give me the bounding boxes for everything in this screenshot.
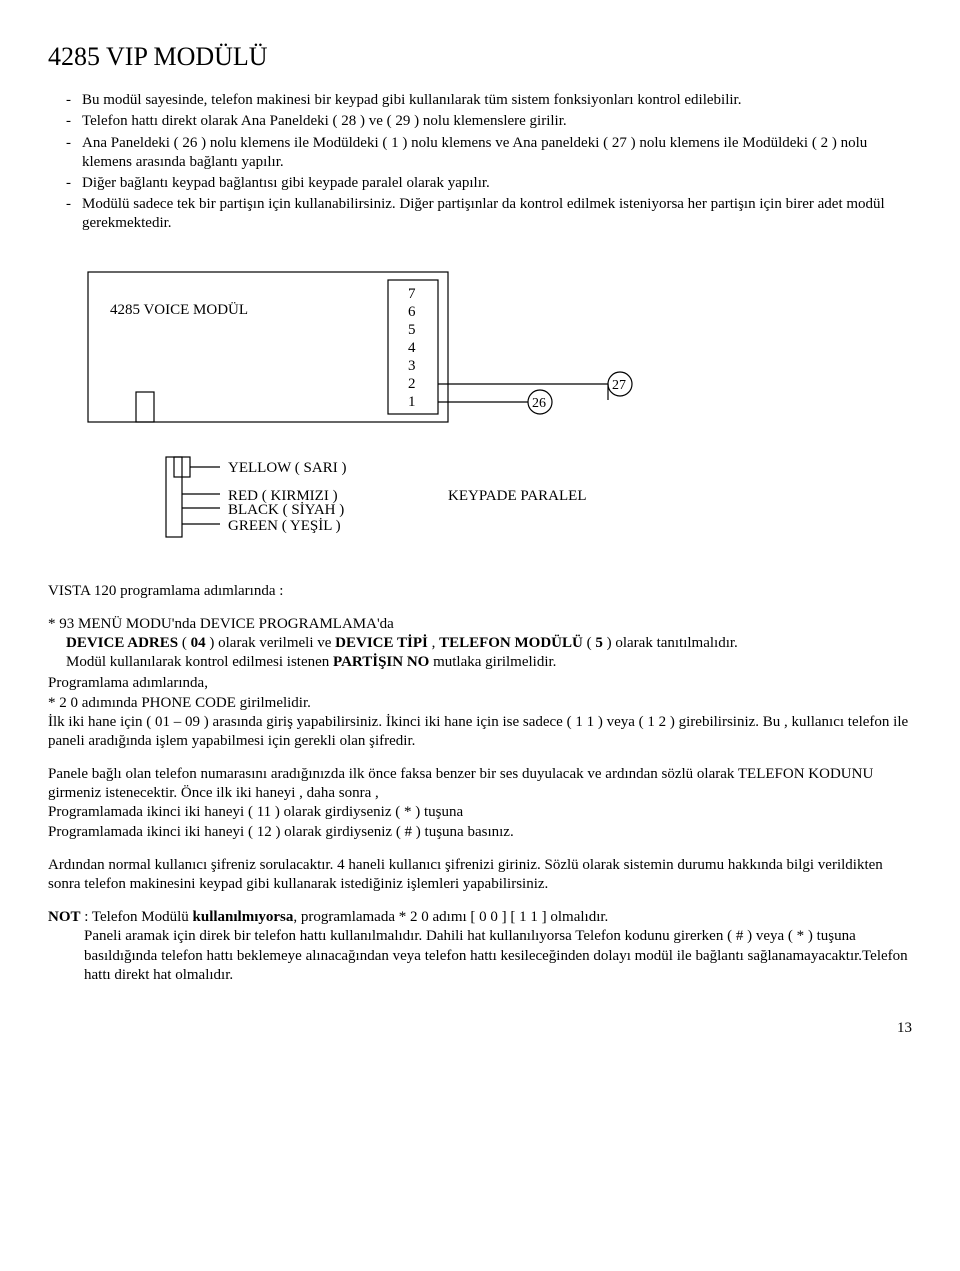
bullet-item: Diğer bağlantı keypad bağlantısı gibi ke… <box>48 174 912 193</box>
panel-para-text: Panele bağlı olan telefon numarasını ara… <box>48 766 873 801</box>
t: mutlaka girilmelidir. <box>429 654 556 670</box>
bullet-item: Ana Paneldeki ( 26 ) nolu klemens ile Mo… <box>48 134 912 172</box>
terminal-4: 4 <box>408 340 416 356</box>
module-label: 4285 VOICE MODÜL <box>110 301 248 318</box>
bullet-item: Telefon hattı direkt olarak Ana Paneldek… <box>48 112 912 131</box>
wire-yellow-label: YELLOW ( SARI ) <box>228 460 346 476</box>
terminal-1: 1 <box>408 394 416 410</box>
terminal-7: 7 <box>408 286 416 302</box>
bullet-item: Modülü sadece tek bir partişın için kull… <box>48 195 912 233</box>
prog-line-2: Programlamada ikinci iki haneyi ( 12 ) o… <box>48 824 514 840</box>
page-title: 4285 VIP MODÜLÜ <box>48 40 912 73</box>
telefon-modulu-label: TELEFON MODÜLÜ <box>439 635 583 651</box>
terminal-2: 2 <box>408 376 416 392</box>
note-label: NOT <box>48 909 81 925</box>
prog-line-1: Programlamada ikinci iki haneyi ( 11 ) o… <box>48 804 463 820</box>
wiring-diagram: 7 6 5 4 3 2 1 4285 VOICE MODÜL 26 27 YEL… <box>48 262 912 562</box>
note-l1-p1: : Telefon Modülü <box>81 909 193 925</box>
wire-black-label: BLACK ( SİYAH ) <box>228 502 344 518</box>
t: ( <box>178 635 191 651</box>
device-adres-val: 04 <box>191 635 206 651</box>
note-l1-bold: kullanılmıyorsa <box>193 909 294 925</box>
terminal-5: 5 <box>408 322 416 338</box>
prog-steps-l3: İlk iki hane için ( 01 – 09 ) arasında g… <box>48 714 908 749</box>
circle-27-label: 27 <box>612 378 626 393</box>
circle-26-label: 26 <box>532 396 546 411</box>
prog-steps-l2: * 2 0 adımında PHONE CODE girilmelidir. <box>48 695 311 711</box>
note-l1-p3: , programlamada * 2 0 adımı [ 0 0 ] [ 1 … <box>293 909 608 925</box>
panel-para: Panele bağlı olan telefon numarasını ara… <box>48 765 912 842</box>
telefon-modulu-val: 5 <box>595 635 603 651</box>
after-para: Ardından normal kullanıcı şifreniz sorul… <box>48 856 912 894</box>
keypad-parallel-label: KEYPADE PARALEL <box>448 488 587 504</box>
note-block: NOT : Telefon Modülü kullanılmıyorsa, pr… <box>48 908 912 985</box>
page-number: 13 <box>48 1019 912 1038</box>
t: ) olarak tanıtılmalıdır. <box>603 635 738 651</box>
bullet-item: Bu modül sayesinde, telefon makinesi bir… <box>48 91 912 110</box>
t: ( <box>583 635 596 651</box>
partisin-no-label: PARTİŞIN NO <box>333 654 429 670</box>
device-tipi-label: DEVICE TİPİ <box>335 635 428 651</box>
t: Modül kullanılarak kontrol edilmesi iste… <box>66 654 333 670</box>
note-l2: Paneli aramak için direk bir telefon hat… <box>48 927 912 985</box>
prog-steps-block: Programlama adımlarında, * 2 0 adımında … <box>48 674 912 751</box>
section-heading: VISTA 120 programlama adımlarında : <box>48 582 912 601</box>
t: ) olarak verilmeli ve <box>206 635 336 651</box>
terminal-3: 3 <box>408 358 416 374</box>
wire-green-label: GREEN ( YEŞİL ) <box>228 518 341 534</box>
menu-block: * 93 MENÜ MODU'nda DEVICE PROGRAMLAMA'da… <box>48 615 912 673</box>
terminal-6: 6 <box>408 304 416 320</box>
menu-line: * 93 MENÜ MODU'nda DEVICE PROGRAMLAMA'da <box>48 616 394 632</box>
prog-steps-l1: Programlama adımlarında, <box>48 675 208 691</box>
intro-bullets: Bu modül sayesinde, telefon makinesi bir… <box>48 91 912 233</box>
device-adres-label: DEVICE ADRES <box>66 635 178 651</box>
t: , <box>428 635 439 651</box>
